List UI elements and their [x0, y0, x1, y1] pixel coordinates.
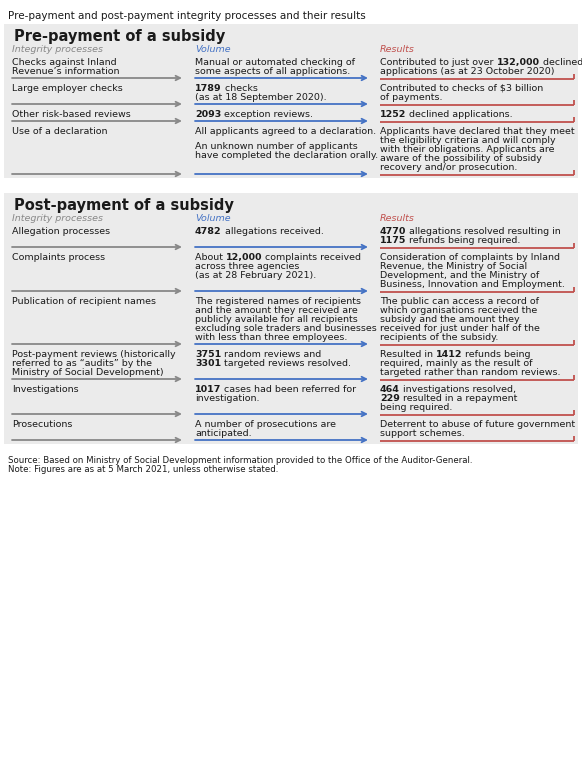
Text: allegations resolved resulting in: allegations resolved resulting in — [406, 227, 561, 236]
Text: 132,000: 132,000 — [496, 58, 540, 67]
Text: 1175: 1175 — [380, 236, 406, 245]
Text: Deterrent to abuse of future government: Deterrent to abuse of future government — [380, 420, 575, 429]
Text: the eligibility criteria and will comply: the eligibility criteria and will comply — [380, 136, 556, 145]
Text: 1412: 1412 — [436, 350, 463, 359]
Text: (as at 28 February 2021).: (as at 28 February 2021). — [195, 271, 316, 280]
Text: 1789: 1789 — [195, 84, 222, 93]
Text: Results: Results — [380, 45, 415, 54]
Text: some aspects of all applications.: some aspects of all applications. — [195, 67, 350, 76]
Text: About: About — [195, 253, 226, 262]
Text: The registered names of recipients: The registered names of recipients — [195, 297, 361, 306]
Text: 4770: 4770 — [380, 227, 406, 236]
Text: Post-payment reviews (historically: Post-payment reviews (historically — [12, 350, 176, 359]
Text: Consideration of complaints by Inland: Consideration of complaints by Inland — [380, 253, 560, 262]
Text: 4782: 4782 — [195, 227, 222, 236]
Text: subsidy and the amount they: subsidy and the amount they — [380, 315, 520, 324]
Text: Results: Results — [380, 214, 415, 223]
Text: Manual or automated checking of: Manual or automated checking of — [195, 58, 355, 67]
Text: Investigations: Investigations — [12, 385, 79, 394]
Text: 3301: 3301 — [195, 359, 221, 368]
Text: Ministry of Social Development): Ministry of Social Development) — [12, 368, 164, 377]
Text: targeted rather than random reviews.: targeted rather than random reviews. — [380, 368, 560, 377]
Text: Post-payment of a subsidy: Post-payment of a subsidy — [14, 198, 234, 213]
Text: declined: declined — [540, 58, 582, 67]
Text: which organisations received the: which organisations received the — [380, 306, 537, 315]
Text: across three agencies: across three agencies — [195, 262, 299, 271]
Text: 12,000: 12,000 — [226, 253, 262, 262]
Text: have completed the declaration orally.: have completed the declaration orally. — [195, 151, 378, 160]
Text: resulted in a repayment: resulted in a repayment — [400, 394, 517, 403]
Text: aware of the possibility of subsidy: aware of the possibility of subsidy — [380, 154, 542, 163]
Text: Applicants have declared that they meet: Applicants have declared that they meet — [380, 127, 574, 136]
Text: excluding sole traders and businesses: excluding sole traders and businesses — [195, 324, 377, 333]
Text: of payments.: of payments. — [380, 93, 442, 102]
Text: allegations received.: allegations received. — [222, 227, 324, 236]
Text: Revenue, the Ministry of Social: Revenue, the Ministry of Social — [380, 262, 527, 271]
Text: refunds being required.: refunds being required. — [406, 236, 521, 245]
Text: investigations resolved,: investigations resolved, — [400, 385, 516, 394]
Text: 1252: 1252 — [380, 110, 406, 119]
Text: A number of prosecutions are: A number of prosecutions are — [195, 420, 336, 429]
Text: Checks against Inland: Checks against Inland — [12, 58, 116, 67]
Text: Contributed to checks of $3 billion: Contributed to checks of $3 billion — [380, 84, 543, 93]
Text: 1017: 1017 — [195, 385, 221, 394]
Text: with less than three employees.: with less than three employees. — [195, 333, 347, 342]
Text: Business, Innovation and Employment.: Business, Innovation and Employment. — [380, 280, 565, 289]
Text: Complaints process: Complaints process — [12, 253, 105, 262]
Text: support schemes.: support schemes. — [380, 429, 465, 438]
Text: All applicants agreed to a declaration.: All applicants agreed to a declaration. — [195, 127, 376, 136]
Text: Development, and the Ministry of: Development, and the Ministry of — [380, 271, 540, 280]
Text: exception reviews.: exception reviews. — [221, 110, 313, 119]
Text: recovery and/or prosecution.: recovery and/or prosecution. — [380, 163, 517, 172]
Text: Contributed to just over: Contributed to just over — [380, 58, 496, 67]
Bar — [4, 24, 578, 178]
Text: Use of a declaration: Use of a declaration — [12, 127, 108, 136]
Text: cases had been referred for: cases had been referred for — [221, 385, 357, 394]
Text: declined applications.: declined applications. — [406, 110, 513, 119]
Text: received for just under half of the: received for just under half of the — [380, 324, 540, 333]
Text: Pre-payment of a subsidy: Pre-payment of a subsidy — [14, 29, 225, 44]
Text: 3751: 3751 — [195, 350, 221, 359]
Text: Source: Based on Ministry of Social Development information provided to the Offi: Source: Based on Ministry of Social Deve… — [8, 456, 473, 465]
Text: Volume: Volume — [195, 45, 230, 54]
Text: publicly available for all recipients: publicly available for all recipients — [195, 315, 358, 324]
Text: complaints received: complaints received — [262, 253, 361, 262]
Text: Volume: Volume — [195, 214, 230, 223]
Text: Integrity processes: Integrity processes — [12, 45, 103, 54]
Text: Revenue’s information: Revenue’s information — [12, 67, 119, 76]
Text: recipients of the subsidy.: recipients of the subsidy. — [380, 333, 498, 342]
Text: The public can access a record of: The public can access a record of — [380, 297, 539, 306]
Text: with their obligations. Applicants are: with their obligations. Applicants are — [380, 145, 555, 154]
Text: Publication of recipient names: Publication of recipient names — [12, 297, 156, 306]
Text: 229: 229 — [380, 394, 400, 403]
Text: An unknown number of applicants: An unknown number of applicants — [195, 142, 358, 151]
Text: Other risk-based reviews: Other risk-based reviews — [12, 110, 131, 119]
Text: Resulted in: Resulted in — [380, 350, 436, 359]
Text: investigation.: investigation. — [195, 394, 260, 403]
Text: refunds being: refunds being — [463, 350, 531, 359]
Text: checks: checks — [222, 84, 257, 93]
Text: required, mainly as the result of: required, mainly as the result of — [380, 359, 533, 368]
Text: 464: 464 — [380, 385, 400, 394]
Text: Allegation processes: Allegation processes — [12, 227, 110, 236]
Text: anticipated.: anticipated. — [195, 429, 251, 438]
Text: and the amount they received are: and the amount they received are — [195, 306, 358, 315]
Text: Note: Figures are as at 5 March 2021, unless otherwise stated.: Note: Figures are as at 5 March 2021, un… — [8, 465, 278, 474]
Text: 2093: 2093 — [195, 110, 221, 119]
Text: targeted reviews resolved.: targeted reviews resolved. — [221, 359, 351, 368]
Text: (as at 18 September 2020).: (as at 18 September 2020). — [195, 93, 327, 102]
Text: being required.: being required. — [380, 403, 452, 412]
Text: referred to as “audits” by the: referred to as “audits” by the — [12, 359, 152, 368]
Text: Integrity processes: Integrity processes — [12, 214, 103, 223]
Text: Pre-payment and post-payment integrity processes and their results: Pre-payment and post-payment integrity p… — [8, 11, 365, 21]
Bar — [4, 193, 578, 444]
Text: Prosecutions: Prosecutions — [12, 420, 72, 429]
Text: Large employer checks: Large employer checks — [12, 84, 123, 93]
Text: applications (as at 23 October 2020): applications (as at 23 October 2020) — [380, 67, 555, 76]
Text: random reviews and: random reviews and — [221, 350, 321, 359]
